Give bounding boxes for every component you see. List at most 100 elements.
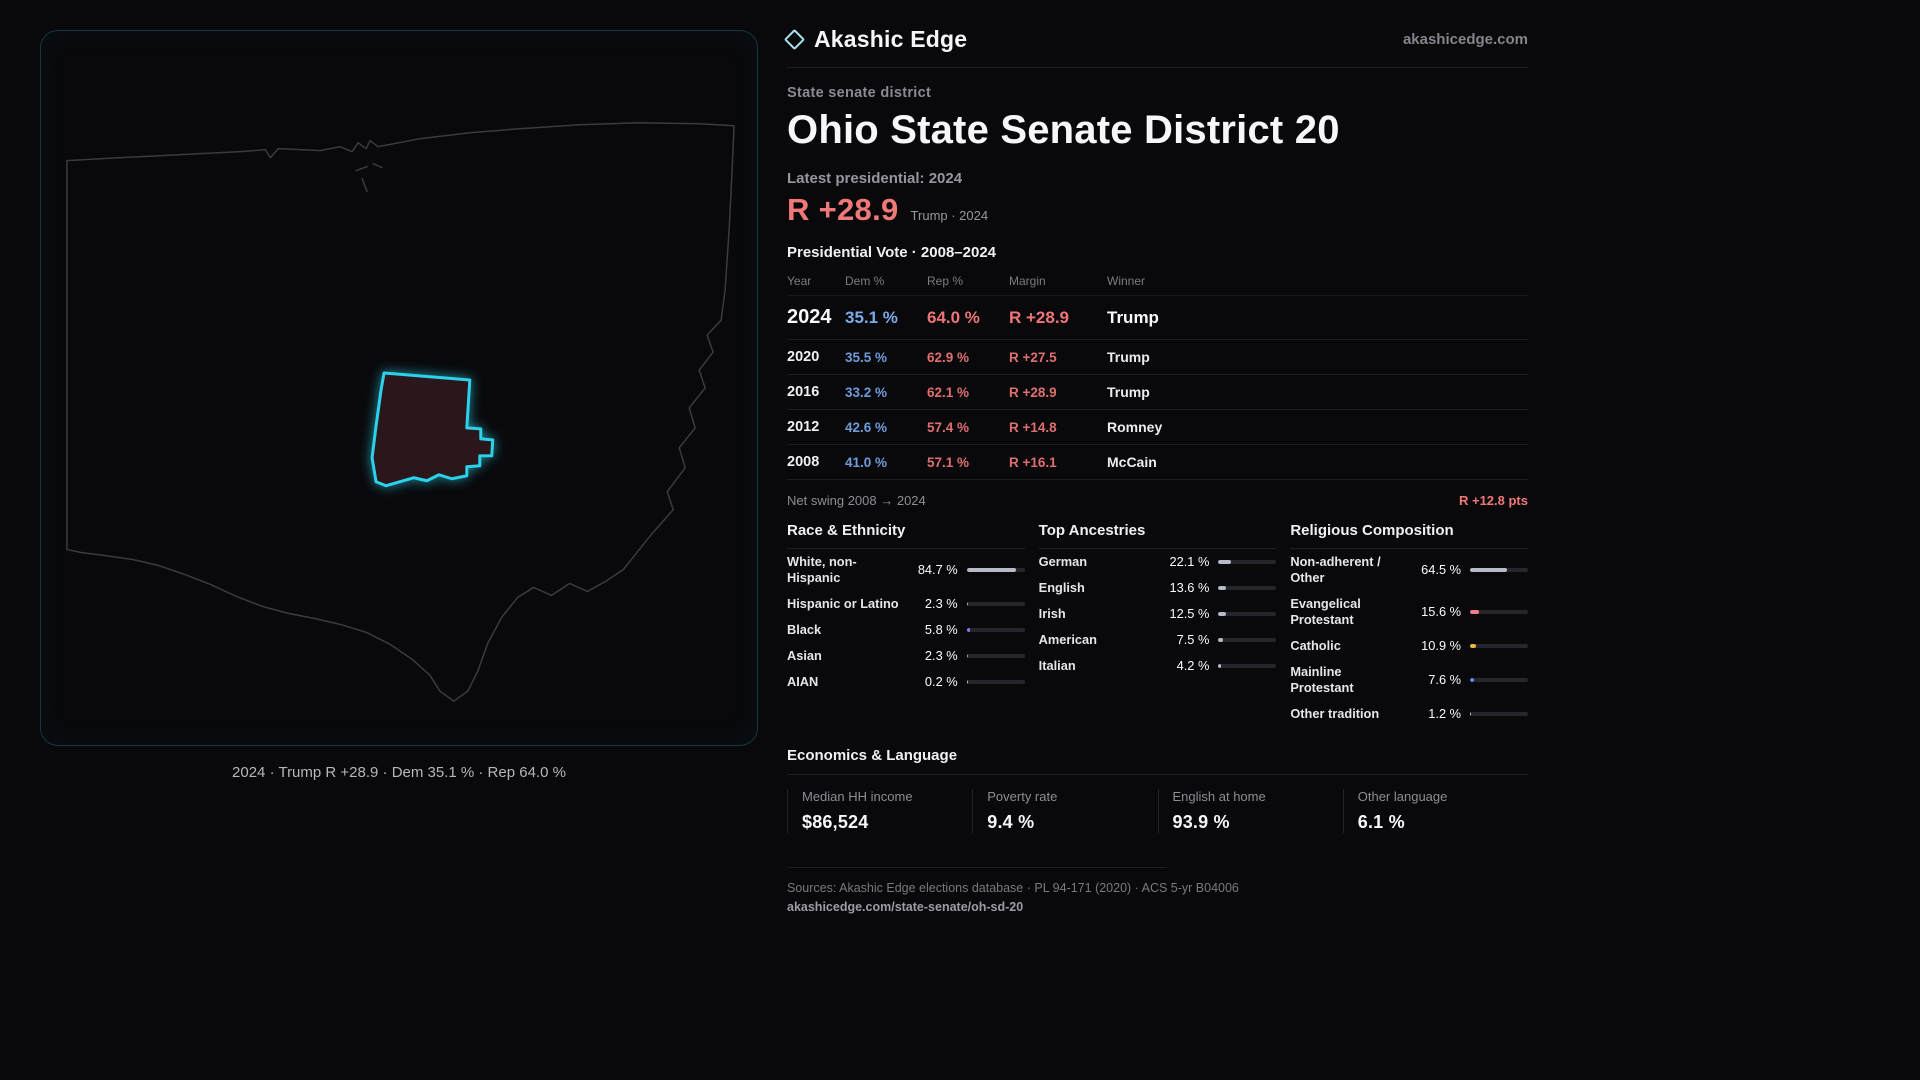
- map-caption: 2024 · Trump R +28.9 · Dem 35.1 % · Rep …: [232, 764, 566, 781]
- demo-label: Non-adherent / Other: [1290, 554, 1381, 585]
- demo-value: 2.3 %: [924, 596, 958, 612]
- site-link[interactable]: akashicedge.com: [1402, 31, 1528, 48]
- ancestries-title: Top Ancestries: [1038, 522, 1277, 549]
- race-ethnicity-panel: Race & Ethnicity White, non-Hispanic 84.…: [787, 522, 1025, 727]
- demo-label: Mainline Protestant: [1290, 663, 1354, 695]
- religion-panel: Religious Composition Non-adherent / Oth…: [1290, 522, 1528, 727]
- lake-erie-islands: [355, 162, 383, 193]
- headline-margin-note: Trump · 2024: [910, 208, 989, 223]
- cell-winner: Trump: [1107, 349, 1150, 365]
- stat-value: 6.1 %: [1357, 811, 1405, 832]
- demo-label: Catholic: [1290, 637, 1341, 653]
- cell-year: 2020: [787, 349, 820, 365]
- ohio-map: [66, 121, 735, 702]
- demo-bar: [1470, 567, 1528, 572]
- demo-row: Asian 2.3 %: [787, 643, 1025, 669]
- stat-median-income: Median HH income $86,524: [787, 788, 972, 833]
- demo-value: 64.5 %: [1421, 562, 1461, 578]
- demo-row: Hispanic or Latino 2.3 %: [787, 591, 1025, 617]
- diamond-logo-icon: [783, 28, 806, 51]
- economics-title: Economics & Language: [787, 747, 1528, 775]
- demo-row: Non-adherent / Other 64.5 %: [1290, 549, 1528, 591]
- demo-bar: [1470, 711, 1528, 716]
- race-ethnicity-title: Race & Ethnicity: [787, 522, 1025, 549]
- demo-bar: [1218, 663, 1277, 668]
- demo-row: English 13.6 %: [1039, 575, 1277, 601]
- stat-label: Poverty rate: [987, 788, 1058, 804]
- demo-value: 5.8 %: [924, 622, 958, 638]
- vote-row-2020: 2020 35.5 % 62.9 % R +27.5 Trump: [787, 340, 1528, 375]
- demo-bar: [1218, 611, 1277, 616]
- col-header-year: Year: [787, 274, 812, 288]
- stat-english-at-home: English at home 93.9 %: [1157, 788, 1343, 833]
- cell-winner: Trump: [1107, 384, 1150, 400]
- demo-value: 7.5 %: [1176, 632, 1210, 648]
- demo-value: 13.6 %: [1169, 580, 1210, 596]
- demo-row: White, non-Hispanic 84.7 %: [787, 549, 1025, 591]
- cell-rep-pct: 57.4 %: [927, 419, 970, 435]
- brand-header: Akashic Edge akashicedge.com: [783, 26, 1528, 68]
- cell-rep-pct: 64.0 %: [927, 307, 980, 327]
- sources-text: Sources: Akashic Edge elections database…: [787, 880, 1239, 895]
- stat-poverty-rate: Poverty rate 9.4 %: [972, 788, 1157, 833]
- demo-bar: [966, 601, 1025, 606]
- ancestries-panel: Top Ancestries German 22.1 % English 13.…: [1038, 522, 1277, 727]
- headline-margin-row: R +28.9 Trump · 2024: [787, 192, 1528, 228]
- cell-winner: McCain: [1107, 454, 1157, 470]
- demo-label: Black: [787, 621, 822, 637]
- brand-name: Akashic Edge: [814, 26, 968, 52]
- cell-year: 2024: [787, 306, 832, 328]
- demo-value: 7.6 %: [1428, 672, 1461, 688]
- cell-winner: Romney: [1107, 419, 1163, 435]
- demo-label: Italian: [1038, 657, 1076, 673]
- demo-row: German 22.1 %: [1039, 549, 1277, 575]
- cell-margin: R +28.9: [1009, 307, 1070, 327]
- stat-label: English at home: [1172, 788, 1266, 804]
- demo-row: Black 5.8 %: [787, 617, 1025, 643]
- cell-rep-pct: 62.1 %: [927, 384, 970, 400]
- demo-bar: [1218, 559, 1277, 564]
- demo-label: Hispanic or Latino: [787, 595, 899, 611]
- cell-year: 2008: [787, 454, 820, 470]
- demo-bar: [1470, 643, 1528, 648]
- map-panel: [40, 30, 758, 746]
- demo-row: Italian 4.2 %: [1039, 653, 1277, 679]
- demo-label: White, non-Hispanic: [787, 554, 857, 585]
- ohio-outline: [66, 121, 735, 702]
- permalink[interactable]: akashicedge.com/state-senate/oh-sd-20: [787, 899, 1024, 914]
- kicker: State senate district: [787, 85, 932, 101]
- col-header-margin: Margin: [1009, 274, 1046, 288]
- latest-presidential-label: Latest presidential: 2024: [787, 170, 963, 187]
- demo-value: 84.7 %: [917, 562, 958, 578]
- vote-row-2012: 2012 42.6 % 57.4 % R +14.8 Romney: [787, 410, 1528, 445]
- demo-label: Other tradition: [1290, 705, 1380, 721]
- cell-year: 2016: [787, 384, 820, 400]
- demo-bar: [966, 653, 1025, 658]
- demo-row: Other tradition 1.2 %: [1290, 701, 1528, 727]
- stat-label: Other language: [1357, 788, 1448, 804]
- net-swing-row: Net swing 2008 → 2024 R +12.8 pts: [787, 493, 1528, 508]
- demo-value: 2.3 %: [924, 648, 958, 664]
- map-column: 2024 · Trump R +28.9 · Dem 35.1 % · Rep …: [0, 0, 787, 1080]
- demo-bar: [1470, 609, 1528, 614]
- demo-label: Asian: [787, 647, 822, 663]
- cell-dem-pct: 35.1 %: [845, 307, 898, 327]
- cell-dem-pct: 41.0 %: [845, 454, 888, 470]
- cell-margin: R +28.9: [1009, 384, 1057, 400]
- economics-section: Economics & Language Median HH income $8…: [787, 747, 1528, 833]
- demo-row: Evangelical Protestant 15.6 %: [1290, 591, 1528, 633]
- vote-table-title: Presidential Vote · 2008–2024: [787, 244, 997, 261]
- demo-value: 15.6 %: [1421, 604, 1461, 620]
- demo-bar: [966, 679, 1025, 684]
- demo-bar: [966, 567, 1025, 572]
- economics-grid: Median HH income $86,524 Poverty rate 9.…: [787, 788, 1528, 833]
- cell-winner: Trump: [1107, 307, 1159, 327]
- demo-value: 4.2 %: [1176, 658, 1210, 674]
- brand: Akashic Edge: [783, 26, 968, 53]
- demo-row: Mainline Protestant 7.6 %: [1290, 659, 1528, 701]
- cell-year: 2012: [787, 419, 820, 435]
- demo-label: Evangelical Protestant: [1290, 595, 1361, 627]
- demo-value: 10.9 %: [1421, 638, 1461, 654]
- headline-margin-value: R +28.9: [787, 192, 899, 227]
